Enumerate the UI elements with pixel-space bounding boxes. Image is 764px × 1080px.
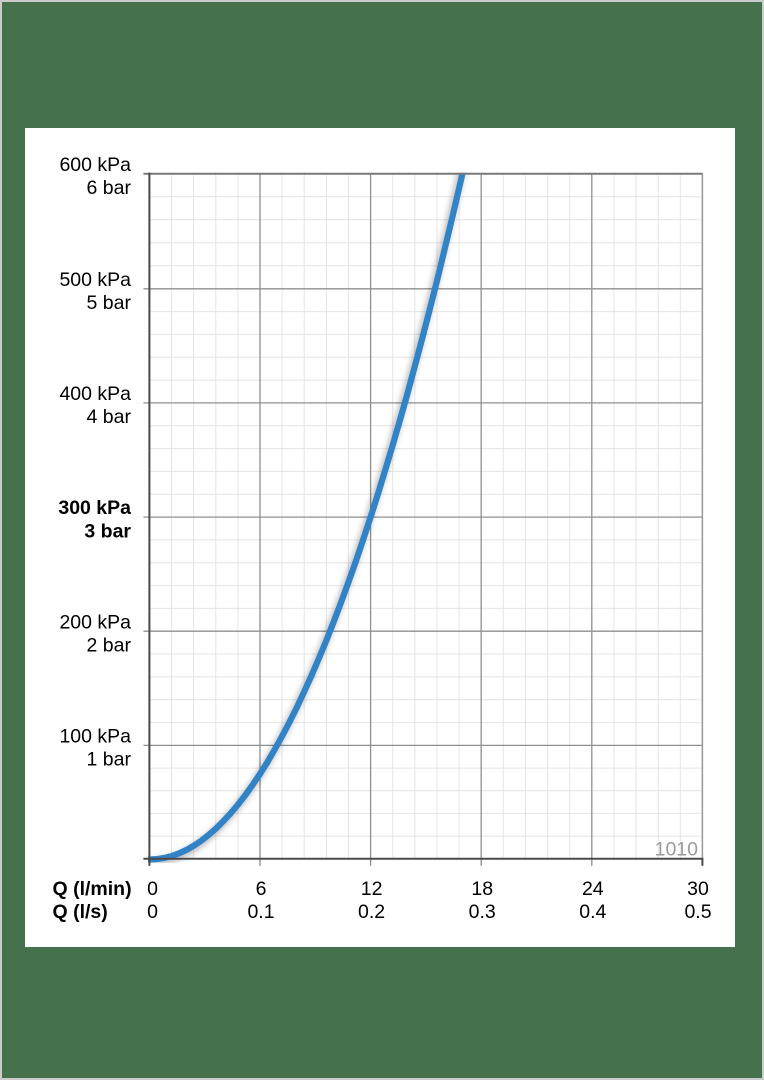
svg-text:300 kPa: 300 kPa bbox=[58, 497, 131, 519]
svg-text:0.3: 0.3 bbox=[469, 901, 496, 923]
svg-text:6 bar: 6 bar bbox=[87, 177, 132, 199]
svg-text:1 bar: 1 bar bbox=[87, 749, 132, 771]
svg-text:Q (l/s): Q (l/s) bbox=[53, 901, 108, 923]
svg-text:200 kPa: 200 kPa bbox=[59, 611, 131, 633]
svg-text:500 kPa: 500 kPa bbox=[59, 269, 131, 291]
svg-text:0.1: 0.1 bbox=[247, 901, 274, 923]
svg-text:6: 6 bbox=[256, 878, 267, 900]
svg-text:1010: 1010 bbox=[655, 838, 699, 860]
svg-text:2 bar: 2 bar bbox=[87, 634, 132, 656]
svg-text:3 bar: 3 bar bbox=[84, 520, 131, 542]
svg-text:100 kPa: 100 kPa bbox=[59, 726, 131, 748]
svg-text:0: 0 bbox=[147, 901, 158, 923]
svg-text:18: 18 bbox=[471, 878, 493, 900]
svg-text:12: 12 bbox=[361, 878, 383, 900]
svg-text:0.4: 0.4 bbox=[579, 901, 606, 923]
svg-text:5 bar: 5 bar bbox=[87, 292, 132, 314]
svg-text:600 kPa: 600 kPa bbox=[59, 154, 131, 176]
svg-text:24: 24 bbox=[582, 878, 604, 900]
svg-text:0.5: 0.5 bbox=[684, 901, 711, 923]
svg-text:30: 30 bbox=[687, 878, 709, 900]
svg-text:0.2: 0.2 bbox=[358, 901, 385, 923]
svg-text:4 bar: 4 bar bbox=[87, 406, 132, 428]
svg-text:Q (l/min): Q (l/min) bbox=[53, 878, 132, 900]
svg-text:400 kPa: 400 kPa bbox=[59, 383, 131, 405]
svg-text:0: 0 bbox=[147, 878, 158, 900]
